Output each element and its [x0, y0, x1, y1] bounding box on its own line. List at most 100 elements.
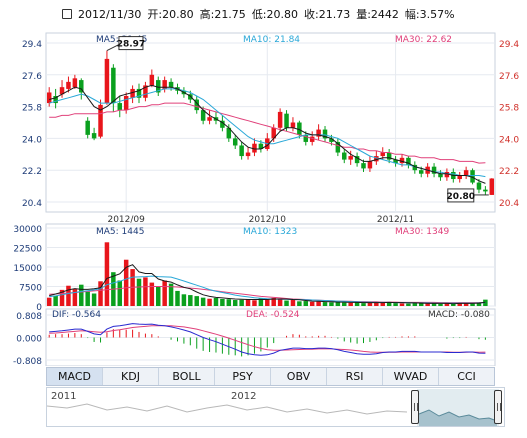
quote-volume: 量:2442 — [356, 8, 399, 21]
volume-bar — [406, 303, 411, 306]
candle-body — [380, 152, 385, 157]
volume-bar — [309, 301, 315, 306]
quote-date: 2012/11/30 — [78, 8, 142, 21]
volume-bar — [175, 290, 180, 306]
volume-bar — [393, 303, 398, 306]
candle-body — [98, 104, 103, 137]
volume-bar — [354, 302, 360, 306]
candle-body — [117, 103, 123, 111]
range-handle-right[interactable] — [494, 390, 502, 424]
candle-body — [156, 80, 161, 93]
price-ma10-line — [49, 88, 486, 178]
candle-body — [220, 120, 225, 128]
volume-bar — [156, 286, 161, 306]
macd-legend-macd: MACD: -0.080 — [428, 310, 490, 320]
candle-body — [258, 143, 264, 149]
tab-kdj[interactable]: KDJ — [103, 368, 159, 385]
candle-body — [72, 78, 78, 88]
candle-body — [130, 88, 135, 98]
quote-header: 2012/11/30 开:20.80 高:21.75 低:20.80 收:21.73 量:… — [0, 0, 527, 28]
candle-body — [104, 58, 110, 104]
candle-body — [476, 182, 482, 190]
candle-body — [303, 134, 309, 142]
quote-low: 低:20.80 — [251, 8, 299, 21]
candle-body — [386, 152, 392, 160]
volume-bar — [348, 302, 353, 306]
navigator-year-2012: 2012 — [231, 391, 257, 402]
candle-body — [470, 170, 475, 183]
price-legend-ma10: MA10: 21.84 — [243, 35, 300, 45]
quote-change: 幅:3.57% — [404, 8, 455, 21]
volume-bar — [258, 298, 264, 306]
volume-bar — [438, 303, 443, 306]
tab-macd[interactable]: MACD — [47, 368, 103, 385]
candle-body — [207, 117, 212, 121]
price-tick-label-right: 22.2 — [499, 167, 519, 177]
volume-legend-ma5: MA5: 1445 — [96, 227, 144, 237]
price-tick-label-right: 25.8 — [499, 104, 519, 114]
macd-tick-label: 0.000 — [16, 335, 42, 345]
candle-body — [239, 145, 244, 157]
volume-bar — [451, 303, 456, 306]
volume-bar — [335, 301, 341, 306]
volume-bar — [399, 303, 405, 306]
candle-body — [284, 113, 289, 128]
tab-psy[interactable]: PSY — [215, 368, 271, 385]
range-handle-left[interactable] — [411, 390, 419, 424]
candle-body — [271, 127, 276, 139]
range-navigator[interactable]: 2011 2012 — [46, 387, 505, 427]
volume-bar — [361, 303, 366, 306]
candle-body — [226, 127, 232, 139]
date-tick-label: 2012/11 — [377, 215, 414, 225]
price-tick-label: 27.6 — [22, 72, 42, 82]
volume-bar — [162, 280, 167, 306]
volume-tick-label: 15000 — [13, 264, 42, 274]
price-ma30-line — [49, 102, 486, 164]
tab-rsi[interactable]: RSI — [327, 368, 383, 385]
volume-bar — [470, 303, 475, 306]
volume-bar — [245, 299, 251, 306]
candle-body — [316, 129, 321, 137]
volume-bar — [149, 282, 155, 306]
volume-bar — [232, 300, 238, 306]
tab-boll[interactable]: BOLL — [159, 368, 215, 385]
candle-body — [79, 80, 84, 93]
volume-tick-label: 7500 — [19, 284, 42, 294]
price-tick-label: 20.4 — [22, 199, 42, 209]
candle-body — [111, 67, 116, 104]
volume-bar — [226, 299, 232, 306]
price-panel-frame — [45, 32, 496, 213]
price-tick-label-right: 24.0 — [499, 135, 519, 145]
volume-bar — [290, 300, 296, 306]
volume-bar — [297, 301, 302, 306]
quote-open: 开:20.80 — [147, 8, 194, 21]
tab-cci[interactable]: CCI — [439, 368, 494, 385]
volume-bar — [303, 301, 309, 306]
candle-body — [309, 136, 315, 142]
volume-bar — [284, 300, 289, 306]
volume-bar — [316, 301, 321, 306]
candle-body — [354, 156, 360, 164]
candle-body — [200, 110, 206, 121]
volume-bar — [194, 296, 199, 306]
candle-body — [463, 170, 469, 176]
volume-bar — [91, 293, 97, 306]
volume-bar — [123, 259, 129, 306]
volume-bar — [104, 242, 110, 306]
volume-bar — [98, 281, 103, 306]
stock-charts[interactable]: 29.4 29.4 27.6 27.6 25.8 25.8 24.0 24.0 22.2 22.2… — [0, 0, 527, 366]
volume-bar — [46, 297, 52, 306]
volume-bar — [322, 302, 328, 306]
candle-body — [329, 138, 334, 142]
volume-bar — [367, 302, 373, 306]
candle-body — [143, 85, 148, 98]
volume-bar — [374, 302, 379, 306]
quote-high: 高:21.75 — [199, 8, 246, 21]
candle-body — [297, 122, 302, 135]
tab-obv[interactable]: OBV — [271, 368, 327, 385]
volume-bar — [239, 299, 244, 306]
indicator-tabs: MACD KDJ BOLL PSY OBV RSI WVAD CCI — [46, 367, 495, 386]
max-callout-box — [118, 36, 144, 51]
candle-body — [489, 178, 495, 195]
tab-wvad[interactable]: WVAD — [383, 368, 439, 385]
